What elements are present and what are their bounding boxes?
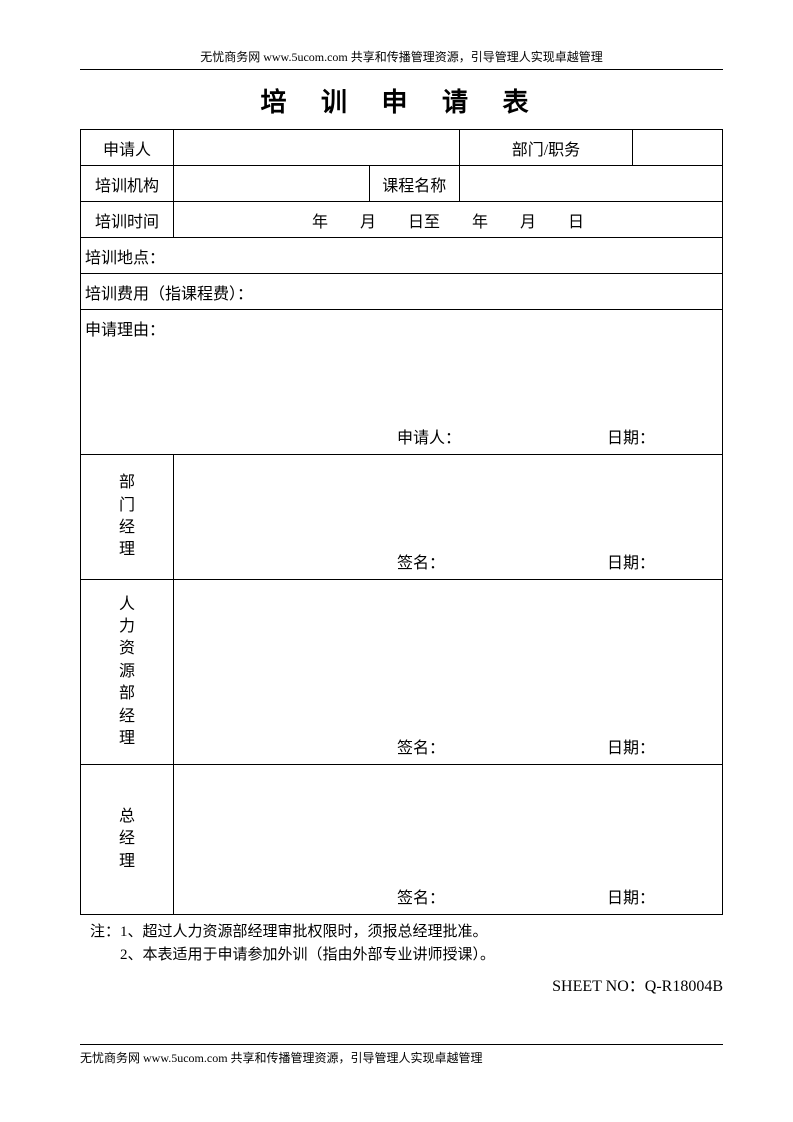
field-institution[interactable] (174, 166, 370, 202)
notes-prefix: 注： (90, 924, 120, 940)
label-hr-manager: 人 力 资 源 部 经 理 (81, 580, 174, 765)
field-hr-manager[interactable]: 签名： 日期： (174, 580, 723, 765)
label-signature: 签名： (397, 549, 607, 573)
footer-text: 无忧商务网 www.5ucom.com 共享和传播管理资源，引导管理人实现卓越管… (80, 1044, 723, 1066)
table-row: 培训机构 课程名称 (81, 166, 723, 202)
header-text: 无忧商务网 www.5ucom.com 共享和传播管理资源，引导管理人实现卓越管… (80, 48, 723, 70)
training-application-form: 申请人 部门/职务 培训机构 课程名称 培训时间 年 月 日至 年 月 日 培训… (80, 129, 723, 915)
sheet-no-label: SHEET NO： (552, 978, 645, 995)
label-date: 日期： (607, 734, 702, 758)
label-dept-position: 部门/职务 (459, 130, 632, 166)
label-date: 日期： (607, 884, 702, 908)
label-date: 日期： (607, 424, 702, 448)
label-applicant: 申请人 (81, 130, 174, 166)
table-row: 申请人 部门/职务 (81, 130, 723, 166)
label-reason: 申请理由： (81, 310, 722, 340)
field-general-manager[interactable]: 签名： 日期： (174, 765, 723, 915)
table-row: 部 门 经 理 签名： 日期： (81, 455, 723, 580)
sheet-no-value: Q-R18004B (645, 978, 723, 995)
note-1: 1、超过人力资源部经理审批权限时，须报总经理批准。 (120, 924, 488, 940)
form-notes: 注：1、超过人力资源部经理审批权限时，须报总经理批准。 注：2、本表适用于申请参… (80, 915, 723, 966)
table-row: 培训地点： (81, 238, 723, 274)
label-sig-applicant: 申请人： (397, 424, 607, 448)
label-date: 日期： (607, 549, 702, 573)
form-title: 培 训 申 请 表 (80, 82, 723, 119)
table-row: 人 力 资 源 部 经 理 签名： 日期： (81, 580, 723, 765)
table-row: 培训费用（指课程费）： (81, 274, 723, 310)
field-dept-manager[interactable]: 签名： 日期： (174, 455, 723, 580)
label-dept-manager: 部 门 经 理 (81, 455, 174, 580)
note-2: 2、本表适用于申请参加外训（指由外部专业讲师授课）。 (120, 947, 495, 963)
field-train-time[interactable]: 年 月 日至 年 月 日 (174, 202, 723, 238)
label-train-time: 培训时间 (81, 202, 174, 238)
table-row: 申请理由： 申请人： 日期： (81, 310, 723, 455)
field-fee[interactable]: 培训费用（指课程费）： (81, 274, 723, 310)
field-dept-position[interactable] (633, 130, 723, 166)
table-row: 总 经 理 签名： 日期： (81, 765, 723, 915)
field-course-name[interactable] (459, 166, 722, 202)
field-reason[interactable]: 申请理由： 申请人： 日期： (81, 310, 723, 455)
label-course-name: 课程名称 (369, 166, 459, 202)
label-signature: 签名： (397, 884, 607, 908)
label-institution: 培训机构 (81, 166, 174, 202)
table-row: 培训时间 年 月 日至 年 月 日 (81, 202, 723, 238)
label-signature: 签名： (397, 734, 607, 758)
sheet-number: SHEET NO：Q-R18004B (80, 966, 723, 996)
label-general-manager: 总 经 理 (81, 765, 174, 915)
field-location[interactable]: 培训地点： (81, 238, 723, 274)
field-applicant[interactable] (174, 130, 460, 166)
